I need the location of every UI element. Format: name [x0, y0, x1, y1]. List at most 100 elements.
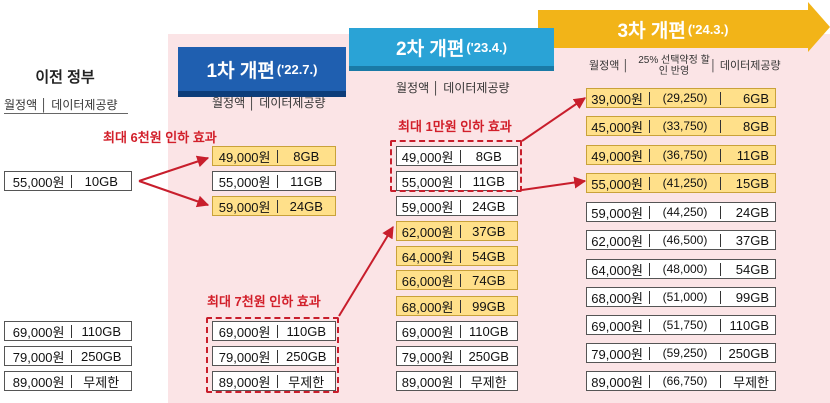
- prev-subheader-line: [4, 113, 128, 114]
- round2-divider: [459, 224, 461, 238]
- round3-discount-price: (29,250): [662, 91, 708, 105]
- round1-effect-top: 최대 6천원 인하 효과: [103, 130, 217, 145]
- prev-divider: [70, 174, 72, 188]
- prev-price: 55,000원: [12, 174, 65, 190]
- round3-sub-left: 월정액 │: [589, 60, 630, 72]
- round2-data: 8GB: [475, 148, 502, 164]
- round1-divider: [276, 199, 278, 213]
- round3-divider: [720, 91, 721, 105]
- round3-data: 250GB: [728, 345, 769, 361]
- prev-price: 69,000원: [12, 324, 65, 340]
- round3-divider: [649, 374, 650, 388]
- prev-plan-row: 55,000원 10GB: [4, 171, 132, 191]
- round2-price: 64,000원: [401, 249, 454, 265]
- round3-plan-row: 62,000원 (46,500) 37GB: [586, 230, 776, 250]
- round3-data: 37GB: [735, 232, 769, 248]
- round1-data: 250GB: [286, 348, 327, 364]
- prev-plan-row: 79,000원 250GB: [4, 346, 132, 366]
- round3-discount-price: (44,250): [662, 205, 708, 219]
- round1-plan-row: 69,000원 110GB: [212, 321, 336, 341]
- round3-discount-price: (51,750): [662, 318, 708, 332]
- round2-price: 62,000원: [401, 224, 454, 240]
- round3-divider: [649, 290, 650, 304]
- round2-plan-row: 66,000원 74GB: [396, 270, 518, 290]
- round3-discount-price: (66,750): [662, 374, 708, 388]
- round3-divider: [649, 262, 650, 276]
- round2-data: 250GB: [468, 348, 509, 364]
- round3-price: 55,000원: [591, 176, 643, 192]
- round1-plan-row: 55,000원 11GB: [212, 171, 336, 191]
- round3-data: 11GB: [736, 147, 769, 163]
- round3-price: 45,000원: [591, 119, 643, 135]
- round3-divider: [649, 91, 650, 105]
- round3-price: 69,000원: [591, 318, 643, 334]
- round1-plan-row: 59,000원 24GB: [212, 196, 336, 216]
- round3-divider: [649, 233, 650, 247]
- round2-data: 24GB: [472, 198, 506, 214]
- round3-discount-price: (33,750): [662, 119, 708, 133]
- round2-title: 2차 개편: [396, 38, 465, 60]
- round3-plan-row: 59,000원 (44,250) 24GB: [586, 202, 776, 222]
- round1-price: 79,000원: [218, 349, 271, 365]
- round3-divider: [720, 205, 721, 219]
- round2-divider: [459, 374, 461, 388]
- round3-plan-row: 69,000원 (51,750) 110GB: [586, 315, 776, 335]
- round2-price: 49,000원: [401, 149, 454, 165]
- round3-divider: [649, 205, 650, 219]
- round3-data: 15GB: [735, 175, 769, 191]
- round3-plan-row: 64,000원 (48,000) 54GB: [586, 259, 776, 279]
- round1-divider: [276, 349, 278, 363]
- round2-price: 69,000원: [401, 324, 454, 340]
- round3-plan-row: 39,000원 (29,250) 6GB: [586, 88, 776, 108]
- round3-divider: [649, 119, 650, 133]
- round3-divider: [720, 119, 721, 133]
- round1-data: 110GB: [286, 323, 326, 339]
- round3-plan-row: 45,000원 (33,750) 8GB: [586, 116, 776, 136]
- round3-divider: [720, 148, 721, 162]
- round2-plan-row: 59,000원 24GB: [396, 196, 518, 216]
- prev-data: 110GB: [81, 323, 121, 339]
- round2-effect: 최대 1만원 인하 효과: [398, 119, 512, 134]
- round1-data: 무제한: [288, 374, 325, 390]
- prev-price: 79,000원: [12, 349, 65, 365]
- round3-plan-row: 55,000원 (41,250) 15GB: [586, 173, 776, 193]
- round2-plan-row: 55,000원 11GB: [396, 171, 518, 191]
- round1-divider: [276, 149, 278, 163]
- round1-title: 1차 개편: [206, 60, 275, 82]
- prev-price: 89,000원: [12, 374, 65, 390]
- arrow-r2-to-55000: [521, 176, 587, 191]
- round2-price: 89,000원: [401, 374, 454, 390]
- round3-divider: [649, 176, 650, 190]
- round3-plan-row: 79,000원 (59,250) 250GB: [586, 343, 776, 363]
- round3-divider: [720, 346, 721, 360]
- prev-divider: [70, 374, 72, 388]
- round1-price: 55,000원: [218, 174, 271, 190]
- round3-header: 3차 개편 ('24.3.): [538, 10, 808, 48]
- round3-plan-row: 49,000원 (36,750) 11GB: [586, 145, 776, 165]
- round3-data: 24GB: [735, 204, 769, 220]
- round2-data: 110GB: [468, 323, 509, 339]
- round3-divider: [720, 176, 721, 190]
- round3-discount-price: (48,000): [662, 262, 708, 276]
- round3-price: 59,000원: [591, 205, 643, 221]
- round2-divider: [459, 324, 461, 338]
- arrow-prev-to-59000: [138, 180, 210, 208]
- round2-divider: [459, 149, 461, 163]
- round3-divider: [720, 290, 721, 304]
- round3-data: 무제한: [733, 374, 769, 390]
- round2-price: 68,000원: [401, 299, 454, 315]
- round1-dashed-frame: [206, 317, 339, 393]
- round3-divider: [649, 318, 650, 332]
- round1-effect-bottom: 최대 7천원 인하 효과: [207, 294, 321, 309]
- round2-price: 59,000원: [401, 199, 454, 215]
- arrow-prev-to-49000: [138, 155, 210, 182]
- round3-data: 54GB: [735, 261, 769, 277]
- round1-price: 59,000원: [218, 199, 271, 215]
- prev-title: 이전 정부: [35, 69, 95, 86]
- round3-data: 8GB: [742, 118, 769, 134]
- round2-price: 79,000원: [401, 349, 454, 365]
- round1-date: ('22.7.): [276, 61, 318, 77]
- round3-price: 39,000원: [591, 91, 643, 107]
- round2-divider: [459, 273, 461, 287]
- round3-data: 110GB: [729, 317, 769, 333]
